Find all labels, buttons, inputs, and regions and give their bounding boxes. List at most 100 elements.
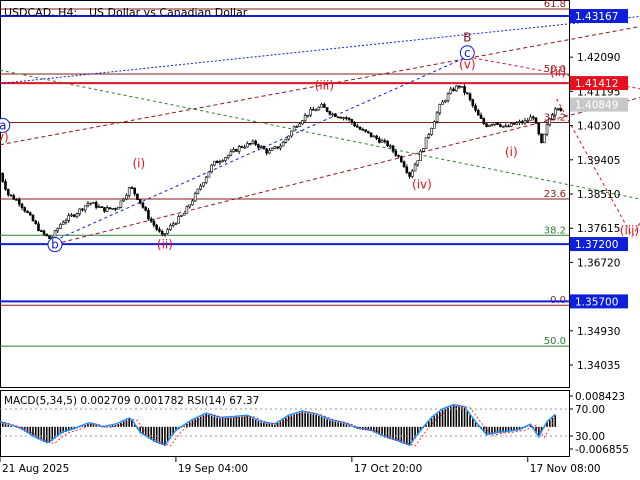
candle-body bbox=[119, 200, 123, 208]
price-tick-label-8: 1.34035 bbox=[577, 360, 620, 372]
candle-body bbox=[177, 216, 180, 224]
candle-body bbox=[320, 104, 323, 108]
candle-body bbox=[163, 233, 167, 235]
indicator-series bbox=[0, 403, 557, 447]
candle-body bbox=[378, 138, 381, 143]
candle-body bbox=[523, 120, 527, 124]
wave-label-11: (ii) bbox=[550, 65, 566, 79]
candle-body bbox=[518, 121, 521, 124]
candle-body bbox=[339, 116, 343, 119]
wave-label-7: B bbox=[463, 31, 471, 45]
candle-body bbox=[529, 116, 532, 121]
wave-labels: av)b(i)(ii)(iii)(iv)Bc(v)(i)(ii)(iii)(iv… bbox=[0, 31, 639, 253]
candle-body bbox=[180, 214, 183, 217]
fib-label-2: 38.2 bbox=[544, 113, 566, 124]
candle-body bbox=[45, 233, 49, 237]
candle-body bbox=[468, 93, 472, 100]
price-badge-label-2: 1.40849 bbox=[575, 100, 618, 112]
candle-body bbox=[199, 185, 202, 190]
candle-body bbox=[413, 164, 417, 172]
price-badge-4 bbox=[570, 294, 628, 309]
candle-body bbox=[188, 204, 191, 208]
candle-body bbox=[17, 199, 21, 205]
fib-label-4: 38.2 bbox=[544, 225, 566, 236]
price-badge-label-1: 1.41412 bbox=[575, 78, 618, 90]
wave-label-12: (iii) bbox=[620, 224, 639, 238]
candle-body bbox=[270, 148, 274, 151]
candle-body bbox=[78, 208, 82, 214]
candle-body bbox=[540, 133, 543, 144]
trend-line-6 bbox=[556, 98, 633, 237]
candle-body bbox=[169, 225, 172, 230]
candle-body bbox=[237, 146, 241, 152]
candle-body bbox=[23, 207, 27, 212]
candle-body bbox=[276, 146, 279, 149]
indicator-label: MACD(5,34,5) 0.002709 0.001782 RSI(14) 6… bbox=[4, 395, 259, 407]
chart-symbol: USDCAD, H4: bbox=[4, 6, 77, 19]
price-badge-label-0: 1.43167 bbox=[575, 11, 618, 23]
candle-body bbox=[133, 187, 136, 195]
candle-body bbox=[364, 129, 367, 132]
candle-body bbox=[235, 149, 238, 152]
time-tick-label-0: 21 Aug 2025 bbox=[2, 463, 69, 475]
candle-body bbox=[548, 118, 552, 126]
candle-body bbox=[449, 88, 453, 95]
candle-body bbox=[72, 214, 76, 217]
price-tick-label-2: 1.40300 bbox=[577, 121, 620, 133]
candle-body bbox=[306, 114, 310, 117]
candle-body bbox=[487, 124, 491, 127]
trend-line-3 bbox=[0, 15, 640, 85]
candle-body bbox=[334, 113, 337, 118]
candle-body bbox=[53, 230, 57, 238]
candle-body bbox=[144, 207, 147, 211]
candle-body bbox=[534, 117, 538, 124]
candle-body bbox=[490, 124, 494, 126]
candle-body bbox=[34, 220, 38, 225]
candle-body bbox=[251, 140, 255, 144]
candle-body bbox=[512, 123, 516, 125]
wave-label-8: c bbox=[464, 46, 471, 60]
candle-body bbox=[317, 106, 321, 111]
candle-body bbox=[185, 206, 189, 214]
candle-body bbox=[259, 146, 263, 148]
candle-body bbox=[342, 117, 345, 119]
wave-circle-8 bbox=[459, 45, 475, 61]
candle-body bbox=[411, 170, 414, 177]
candle-body bbox=[542, 133, 546, 144]
price-tick-label-6: 1.36720 bbox=[577, 257, 620, 269]
candle-body bbox=[89, 202, 93, 205]
candle-body bbox=[331, 113, 334, 116]
candle-body bbox=[81, 208, 84, 211]
time-axis: 21 Aug 2025 19 Sep 04:00 17 Oct 20:00 17 No… bbox=[0, 457, 601, 475]
wave-label-2: b bbox=[51, 238, 59, 252]
candle-body bbox=[314, 109, 318, 112]
candle-body bbox=[361, 129, 365, 131]
candle-body bbox=[97, 206, 101, 208]
candle-body bbox=[471, 99, 475, 106]
candle-body bbox=[416, 160, 420, 166]
candle-body bbox=[191, 200, 194, 206]
candle-body bbox=[435, 112, 439, 123]
candle-body bbox=[460, 86, 464, 88]
candle-body bbox=[105, 207, 109, 212]
candle-body bbox=[4, 181, 7, 190]
candle-body bbox=[312, 109, 315, 111]
candle-body bbox=[67, 215, 71, 221]
candle-body bbox=[537, 123, 541, 135]
candle-body bbox=[254, 140, 257, 145]
candle-body bbox=[83, 205, 87, 211]
wave-label-0: a bbox=[0, 118, 6, 132]
candle-body bbox=[441, 101, 444, 105]
candle-body bbox=[138, 199, 142, 204]
candle-body bbox=[345, 117, 348, 119]
indicator-panel-frame bbox=[0, 390, 570, 457]
candle-body bbox=[224, 157, 227, 161]
candle-body bbox=[64, 220, 68, 223]
candle-body bbox=[248, 143, 252, 145]
candle-body bbox=[551, 114, 554, 120]
candle-body bbox=[323, 104, 326, 108]
candle-body bbox=[553, 108, 557, 116]
candle-body bbox=[386, 140, 389, 147]
candle-body bbox=[94, 202, 98, 208]
candle-body bbox=[0, 173, 2, 175]
